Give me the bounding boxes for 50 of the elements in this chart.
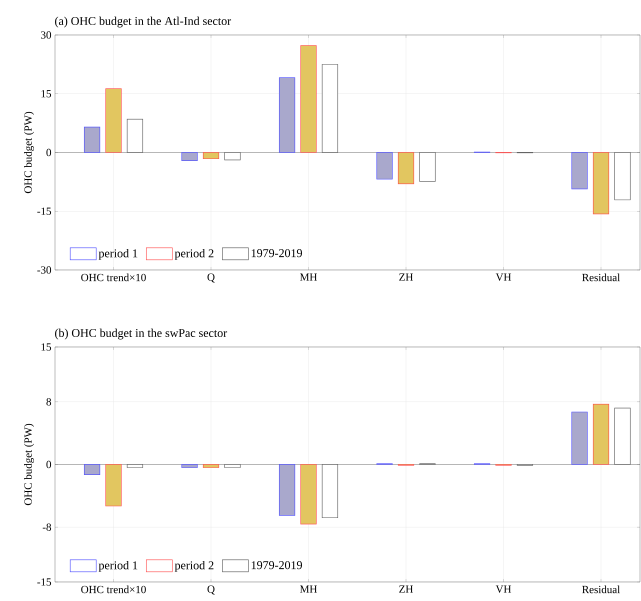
y-tick-label: 30	[41, 31, 52, 39]
y-tick-label: 0	[46, 460, 52, 468]
bar	[181, 464, 198, 468]
y-tick-label: 15	[41, 90, 52, 98]
bar	[398, 152, 414, 184]
x-tick-label: VH	[496, 274, 512, 281]
bar	[592, 152, 610, 214]
x-tick-label: ZH	[399, 586, 413, 593]
x-tick-label: MH	[300, 586, 318, 593]
bar	[105, 88, 122, 153]
bar	[300, 464, 317, 524]
y-axis-title: OHC budget (PW)	[24, 112, 34, 194]
bar	[202, 464, 220, 468]
y-axis-title: OHC budget (PW)	[24, 424, 34, 506]
bar	[84, 464, 100, 475]
x-tick-label: ZH	[399, 274, 413, 281]
chart-title: (a) OHC budget in the Atl-Ind sector	[55, 16, 232, 28]
x-tick-label: OHC trend×10	[81, 586, 146, 594]
legend-label: period 2	[174, 560, 214, 572]
legend-label: period 2	[174, 248, 214, 260]
x-tick-label: Q	[208, 274, 215, 283]
x-tick-label: Residual	[582, 274, 620, 282]
y-tick-label: -30	[37, 266, 52, 274]
legend-label: 1979-2019	[252, 561, 302, 570]
bar	[571, 152, 588, 190]
bar	[278, 77, 296, 153]
bar	[376, 152, 393, 180]
chart-title: (b) OHC budget in the swPac sector	[55, 328, 228, 340]
y-tick-label: -15	[37, 208, 52, 215]
legend-label: period 1	[98, 248, 138, 260]
y-tick-label: -15	[37, 578, 52, 586]
x-tick-label: OHC trend×10	[81, 274, 146, 282]
bar	[278, 464, 296, 516]
x-tick-label: Residual	[582, 586, 620, 594]
bar	[202, 152, 220, 160]
x-tick-label: VH	[496, 586, 512, 593]
bar	[592, 404, 610, 465]
bar	[181, 152, 198, 162]
x-tick-label: Q	[208, 586, 215, 595]
bar	[571, 412, 588, 465]
x-tick-label: MH	[300, 274, 318, 281]
bar	[84, 126, 100, 153]
y-tick-label: 15	[41, 343, 52, 351]
y-tick-label: 0	[46, 148, 52, 156]
legend-label: period 1	[98, 560, 138, 572]
legend-label: 1979-2019	[252, 249, 302, 258]
y-tick-label: -8	[42, 523, 52, 531]
y-tick-label: 8	[46, 398, 52, 406]
bar	[105, 464, 122, 506]
bar	[300, 45, 317, 153]
